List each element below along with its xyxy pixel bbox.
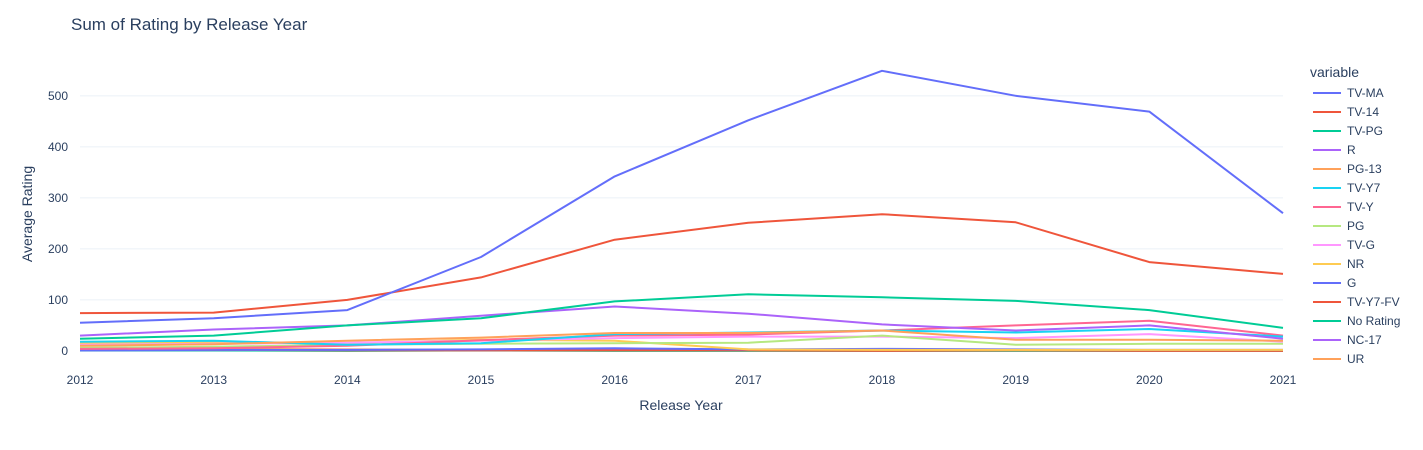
series-line-tv-ma[interactable]	[79, 69, 1284, 324]
legend-label: TV-MA	[1347, 86, 1384, 100]
series-line-tv-14[interactable]	[79, 213, 1284, 315]
legend[interactable]: TV-MA TV-14 TV-PG R PG-13 TV-Y7 TV-Y PG TV-G NR GT…	[1313, 86, 1400, 366]
grid-lines	[80, 95, 1283, 352]
legend-label: TV-Y7	[1347, 181, 1381, 195]
y-tick-label: 300	[48, 191, 68, 205]
legend-item-ur[interactable]: UR	[1313, 352, 1365, 366]
legend-label: TV-Y7-FV	[1347, 295, 1400, 309]
y-tick-label: 200	[48, 242, 68, 256]
legend-label: TV-Y	[1347, 200, 1374, 214]
legend-label: PG-13	[1347, 162, 1382, 176]
series-line-tv-y[interactable]	[79, 319, 1284, 350]
x-tick-label: 2018	[869, 373, 896, 387]
x-tick-label: 2019	[1002, 373, 1029, 387]
legend-item-nc-17[interactable]: NC-17	[1313, 333, 1382, 347]
x-tick-label: 2017	[735, 373, 762, 387]
series-lines	[79, 69, 1284, 352]
legend-item-tv-g[interactable]: TV-G	[1313, 238, 1375, 252]
legend-item-nr[interactable]: NR	[1313, 257, 1365, 271]
legend-item-r[interactable]: R	[1313, 143, 1356, 157]
legend-item-g[interactable]: G	[1313, 276, 1356, 290]
series-line-r[interactable]	[79, 305, 1284, 340]
legend-item-tv-pg[interactable]: TV-PG	[1313, 124, 1383, 138]
legend-title: variable	[1310, 64, 1359, 80]
legend-item-pg-13[interactable]: PG-13	[1313, 162, 1382, 176]
chart-title: Sum of Rating by Release Year	[71, 15, 308, 34]
legend-label: R	[1347, 143, 1356, 157]
legend-label: TV-G	[1347, 238, 1375, 252]
legend-label: NC-17	[1347, 333, 1382, 347]
legend-item-tv-y7-fv[interactable]: TV-Y7-FV	[1313, 295, 1400, 309]
series-line-tv-pg[interactable]	[79, 293, 1284, 340]
legend-label: TV-PG	[1347, 124, 1383, 138]
legend-item-tv-14[interactable]: TV-14	[1313, 105, 1379, 119]
x-tick-label: 2016	[601, 373, 628, 387]
legend-item-tv-y7[interactable]: TV-Y7	[1313, 181, 1381, 195]
y-tick-label: 0	[61, 344, 68, 358]
x-tick-label: 2013	[200, 373, 227, 387]
legend-item-tv-y[interactable]: TV-Y	[1313, 200, 1374, 214]
x-axis-ticks: 2012 2013 2014 2015 2016 2017 2018 2019 2020 2021	[67, 373, 1297, 387]
legend-label: No Rating	[1347, 314, 1400, 328]
y-tick-label: 500	[48, 89, 68, 103]
x-tick-label: 2021	[1270, 373, 1297, 387]
legend-label: G	[1347, 276, 1356, 290]
y-axis-title: Average Rating	[19, 166, 35, 262]
series-line-pg[interactable]	[79, 334, 1283, 349]
y-axis-ticks: 0 100 200 300 400 500	[48, 89, 68, 358]
y-tick-label: 400	[48, 140, 68, 154]
legend-label: NR	[1347, 257, 1365, 271]
x-axis-title: Release Year	[639, 397, 723, 413]
x-tick-label: 2014	[334, 373, 361, 387]
y-tick-label: 100	[48, 293, 68, 307]
x-tick-label: 2012	[67, 373, 94, 387]
series-line-pg-13[interactable]	[79, 329, 1284, 347]
legend-label: UR	[1347, 352, 1365, 366]
x-tick-label: 2020	[1136, 373, 1163, 387]
legend-label: TV-14	[1347, 105, 1379, 119]
legend-item-pg[interactable]: PG	[1313, 219, 1364, 233]
x-tick-label: 2015	[468, 373, 495, 387]
legend-item-tv-ma[interactable]: TV-MA	[1313, 86, 1384, 100]
legend-label: PG	[1347, 219, 1364, 233]
legend-item-no-rating[interactable]: No Rating	[1313, 314, 1400, 328]
